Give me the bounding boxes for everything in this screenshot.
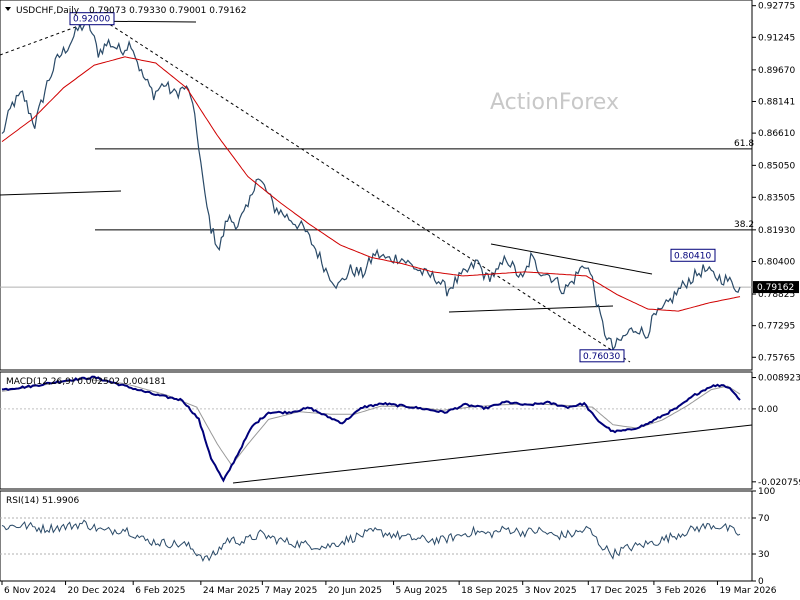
x-tick-label: 20 Jun 2025 (328, 586, 382, 596)
price-panel: ActionForex 61.8 38.2 0.92000 0.76030 0.804… (0, 0, 754, 371)
x-tick-label: 5 Aug 2025 (396, 586, 448, 596)
fib-level-label: 61.8 (734, 139, 754, 149)
x-tick-label: 6 Nov 2024 (4, 586, 56, 596)
y-tick-label: 0 (758, 577, 764, 587)
y-tick-label: 0.86610 (758, 129, 795, 139)
y-axes: 0.92775 0.91245 0.89670 0.88141 0.86610 0.850… (752, 2, 800, 587)
symbol-label: USDCHF,Daily (16, 6, 80, 16)
price-series (1, 16, 741, 351)
macd-panel-frame (0, 371, 753, 490)
macd-label: MACD(12,26,9) 0.002502 0.004181 (6, 377, 166, 387)
swing-label-box (69, 12, 115, 26)
swing-label: 0.80410 (674, 251, 711, 261)
fib-level-label: 38.2 (734, 220, 754, 230)
macd-trendline (232, 424, 753, 484)
x-tick-label: 24 Mar 2025 (203, 586, 260, 596)
y-tick-label: 0.92775 (758, 2, 795, 12)
x-tick-label: 3 Feb 2026 (656, 586, 707, 596)
swing-label: 0.92000 (73, 15, 110, 25)
y-tick-label: 0.83505 (758, 193, 795, 203)
watermark: ActionForex (490, 90, 619, 115)
macd-series (1, 375, 741, 483)
y-tick-label: 0.88141 (758, 97, 795, 107)
y-tick-label: 0.00 (758, 405, 778, 415)
y-tick-label: 0.81930 (758, 226, 795, 236)
y-tick-label: 70 (758, 514, 770, 524)
y-tick-label: 0.75765 (758, 353, 795, 363)
horizontal-line-left (0, 190, 122, 196)
macd-signal-series (1, 378, 741, 466)
y-tick-label: 0.80400 (758, 257, 795, 267)
x-tick-label: 3 Nov 2025 (525, 586, 577, 596)
y-tick-label: 0.85050 (758, 161, 795, 171)
last-price-marker (753, 281, 799, 294)
swing-label-box (579, 349, 625, 363)
rsi-panel-frame (0, 490, 753, 582)
y-tick-label: 0.89670 (758, 66, 795, 76)
ohlc-label: 0.79073 0.79330 0.79001 0.79162 (89, 6, 246, 16)
swing-label-box (670, 248, 716, 262)
rsi-panel: RSI(14) 51.9906 (0, 490, 753, 582)
x-tick-label: 7 May 2025 (264, 586, 317, 596)
y-tick-label: 30 (758, 550, 770, 560)
rsi-series (1, 519, 741, 563)
x-tick-label: 18 Sep 2025 (461, 586, 518, 596)
price-panel-frame (0, 0, 753, 371)
rsi-label: RSI(14) 51.9906 (6, 496, 79, 506)
y-tick-label: -0.020759 (758, 478, 800, 488)
x-axis: 6 Nov 2024 20 Dec 2024 6 Feb 2025 24 Mar 20… (1, 581, 777, 596)
y-tick-label: 100 (758, 487, 775, 497)
swing-label: 0.76030 (583, 352, 620, 362)
fib-levels: 61.8 38.2 (95, 139, 754, 231)
y-tick-label: 0.008923 (758, 374, 800, 384)
triangle-upper-line (490, 243, 653, 275)
x-tick-label: 17 Dec 2025 (590, 586, 648, 596)
moving-average-series (1, 56, 741, 312)
x-tick-label: 20 Dec 2024 (68, 586, 126, 596)
chevron-down-icon[interactable] (5, 7, 11, 11)
y-tick-label: 0.78825 (758, 290, 795, 300)
last-price-label: 0.79162 (757, 283, 794, 293)
triangle-lower-line (448, 305, 614, 313)
swing-labels: 0.92000 0.76030 0.80410 (69, 12, 716, 363)
macd-panel: MACD(12,26,9) 0.002502 0.004181 (0, 371, 753, 490)
x-tick-label: 6 Feb 2025 (135, 586, 185, 596)
x-tick-label: 19 Mar 2026 (719, 586, 776, 596)
y-tick-label: 0.77295 (758, 322, 795, 332)
y-tick-label: 0.91245 (758, 33, 795, 43)
